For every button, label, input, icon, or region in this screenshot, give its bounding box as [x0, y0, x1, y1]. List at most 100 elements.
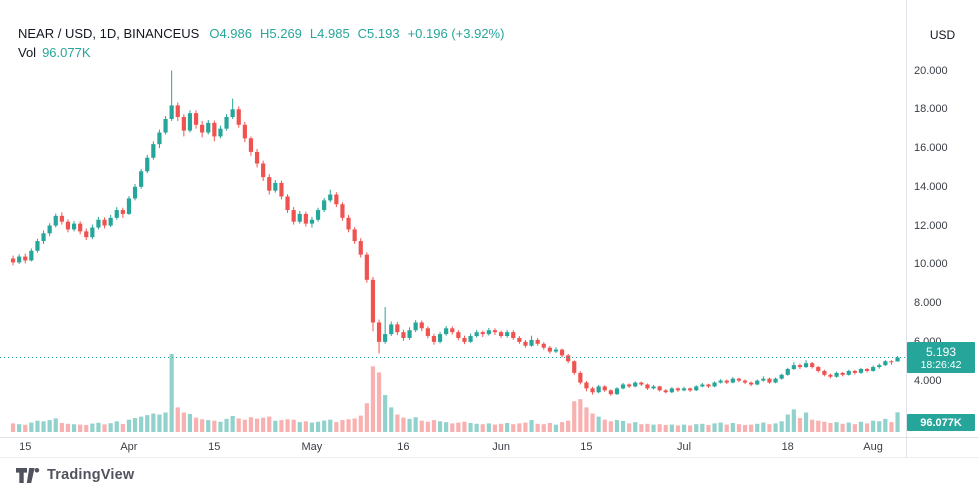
candle [35, 238, 40, 253]
volume-bar [261, 417, 266, 432]
candle [822, 369, 827, 377]
volume-label[interactable]: Vol [18, 45, 37, 60]
candle [322, 198, 327, 212]
candle [309, 216, 315, 228]
volume-bar [273, 420, 278, 432]
volume-bar [657, 424, 662, 432]
volume-bar [309, 422, 315, 432]
candle [23, 253, 28, 264]
candle [858, 367, 864, 374]
price-change: +0.196 (+3.92%) [407, 26, 505, 41]
volume-bar [864, 423, 870, 432]
volume-bar [596, 416, 601, 432]
volume-bar [614, 420, 620, 432]
volume-bar [761, 422, 766, 432]
volume-bar [303, 421, 308, 432]
volume-bar [206, 420, 211, 432]
footer: TradingView [16, 467, 134, 483]
volume-bar [712, 423, 717, 432]
volume-bar [59, 422, 64, 432]
volume-bar [633, 422, 638, 432]
candle [41, 230, 46, 244]
candle [389, 321, 394, 337]
volume-bar [810, 419, 815, 432]
time-axis-separator [0, 437, 979, 438]
volume-bar [578, 399, 583, 432]
time-tick-label: 15 [208, 441, 221, 453]
volume-bar [877, 421, 882, 432]
symbol-title[interactable]: NEAR / USD, 1D, BINANCEUS [18, 26, 200, 41]
volume-bar [688, 425, 693, 432]
candle [242, 121, 247, 143]
candle [523, 339, 528, 348]
candle [566, 353, 571, 364]
candle [444, 325, 449, 336]
volume-bar [724, 424, 729, 432]
candle [712, 381, 717, 388]
volume-bar [749, 424, 754, 432]
volume-bar [694, 424, 699, 432]
candle [78, 221, 83, 235]
volume-bar [364, 403, 369, 432]
candle [468, 333, 473, 343]
candle [803, 360, 809, 369]
candle [163, 116, 168, 135]
candle [590, 386, 595, 395]
price-tick-label: 12.000 [914, 219, 948, 232]
volume-bar [511, 424, 516, 432]
volume-bar [139, 416, 144, 432]
volume-bar [559, 422, 565, 432]
volume-bar [376, 372, 382, 432]
time-tick-label: 15 [580, 441, 593, 453]
volume-bar [419, 420, 424, 432]
candle [175, 102, 180, 121]
candle [96, 216, 101, 230]
candle [511, 330, 516, 340]
tradingview-logo-icon[interactable] [16, 467, 40, 483]
volume-bar [444, 422, 449, 432]
candle [791, 362, 796, 370]
volume-bar [224, 418, 229, 432]
candle [553, 347, 559, 354]
volume-bar [675, 425, 681, 432]
volume-bar [383, 395, 388, 432]
price-chart-canvas[interactable] [0, 0, 906, 437]
candle [212, 120, 217, 142]
candle [59, 212, 64, 225]
candle [633, 381, 638, 388]
candle [529, 335, 534, 347]
volume-bar [346, 419, 351, 432]
volume-bar [663, 425, 668, 432]
time-tick-label: May [301, 441, 323, 453]
candle [218, 125, 223, 139]
volume-bar [730, 422, 735, 432]
candle [334, 192, 339, 208]
volume-bar [681, 424, 687, 432]
volume-bar [498, 423, 504, 432]
volume-bar [41, 421, 46, 432]
candle [53, 213, 58, 228]
footer-separator [0, 457, 979, 458]
volume-bar [828, 422, 833, 432]
volume-bar [169, 354, 174, 432]
time-axis[interactable]: 15 Apr 15 May 16 Jun 15 Jul 18 Aug [0, 438, 906, 457]
candle [828, 373, 833, 379]
candle [651, 384, 656, 390]
candle [181, 114, 186, 137]
volume-bar [78, 424, 83, 432]
volume-bar [322, 420, 327, 432]
ohlc-low: L4.985 [309, 26, 350, 41]
volume-bar [401, 417, 406, 432]
candle [90, 224, 95, 240]
candle [187, 110, 193, 133]
candle [248, 136, 254, 156]
volume-bar [889, 422, 894, 432]
volume-bar [90, 423, 95, 432]
volume-bar [17, 424, 22, 432]
tradingview-logo-text[interactable]: TradingView [47, 467, 135, 483]
candle [401, 329, 406, 341]
candle [498, 330, 504, 338]
candle [700, 382, 705, 388]
candle [151, 141, 156, 160]
volume-bar [96, 422, 101, 432]
